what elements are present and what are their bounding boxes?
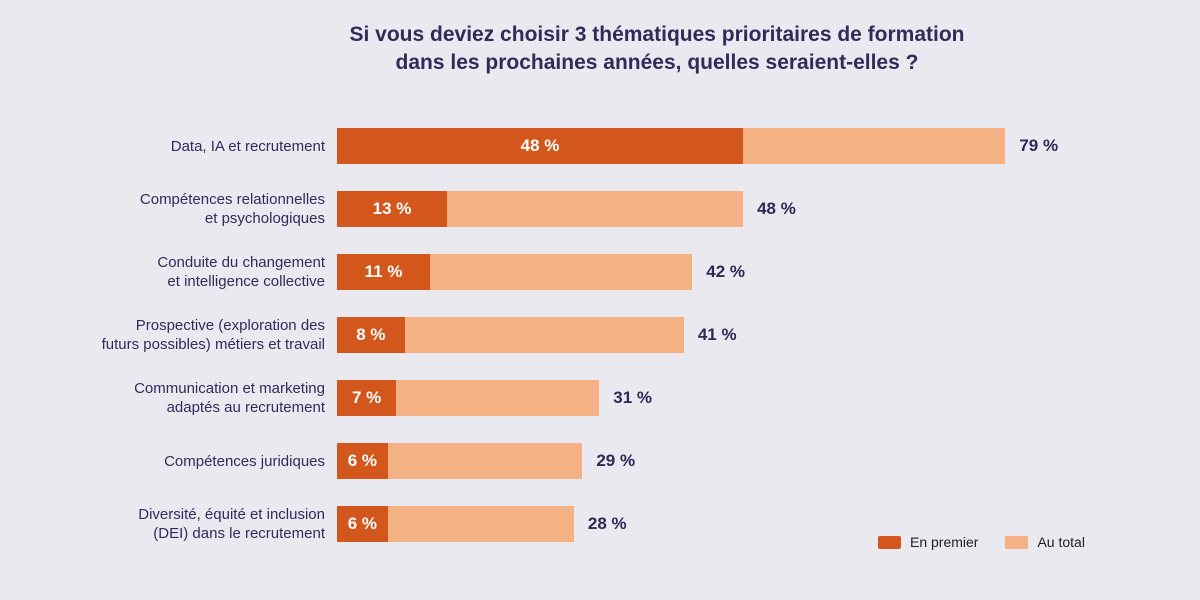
bar-track: 7 % 31 % — [337, 380, 652, 416]
first-segment: 48 % — [337, 128, 744, 164]
first-value-label: 6 % — [347, 451, 378, 470]
first-segment: 6 % — [337, 506, 388, 542]
bar-row: Diversité, équité et inclusion (DEI) dan… — [40, 506, 1058, 542]
category-label: Diversité, équité et inclusion (DEI) dan… — [138, 506, 325, 542]
bar-track: 11 % 42 % — [337, 254, 745, 290]
chart-title-line2: dans les prochaines années, quelles sera… — [395, 51, 919, 74]
bar-row: Prospective (exploration des futurs poss… — [40, 317, 1058, 353]
legend-item-au-total: Au total — [1005, 534, 1085, 550]
first-segment: 8 % — [337, 317, 405, 353]
first-value-label: 13 % — [372, 199, 412, 218]
total-segment — [430, 254, 693, 290]
bar-track: 48 % 79 % — [337, 128, 1058, 164]
total-value-label: 41 % — [697, 325, 737, 344]
first-segment: 11 % — [337, 254, 431, 290]
total-segment — [387, 443, 583, 479]
total-segment — [387, 506, 574, 542]
legend-label-au-total: Au total — [1037, 534, 1085, 550]
total-value-label: 42 % — [706, 262, 746, 281]
total-value-label: 31 % — [613, 388, 652, 407]
category-label: Data, IA et recrutement — [170, 137, 325, 155]
bar-track: 6 % 29 % — [337, 443, 635, 479]
legend-swatch-au-total — [1005, 535, 1029, 549]
total-segment — [446, 191, 744, 227]
total-value-label: 28 % — [587, 514, 627, 533]
bar-chart: Data, IA et recrutement 48 % 79 % Compétenc… — [40, 128, 1058, 569]
first-value-label: 6 % — [347, 514, 378, 533]
bar-row: Conduite du changement et intelligence c… — [40, 254, 1058, 290]
legend-item-en-premier: En premier — [878, 534, 978, 550]
first-value-label: 11 % — [364, 262, 403, 281]
bar-row: Communication et marketing adaptés au re… — [40, 380, 1058, 416]
first-value-label: 8 % — [356, 325, 386, 344]
chart-title-line1: Si vous deviez choisir 3 thématiques pri… — [349, 23, 965, 46]
bar-row: Compétences relationnelles et psychologi… — [40, 191, 1058, 227]
first-segment: 6 % — [337, 443, 388, 479]
legend-label-en-premier: En premier — [910, 534, 979, 550]
chart-title: Si vous deviez choisir 3 thématiques pri… — [114, 21, 1200, 77]
total-segment — [404, 317, 684, 353]
bar-track: 6 % 28 % — [337, 506, 627, 542]
first-segment: 13 % — [337, 191, 447, 227]
bar-track: 13 % 48 % — [337, 191, 796, 227]
total-segment — [396, 380, 600, 416]
first-value-label: 7 % — [351, 388, 382, 407]
category-label: Compétences juridiques — [164, 452, 325, 470]
total-segment — [743, 128, 1006, 164]
category-label: Conduite du changement et intelligence c… — [157, 254, 325, 290]
first-segment: 7 % — [337, 380, 397, 416]
first-value-label: 48 % — [520, 136, 560, 155]
bar-row: Data, IA et recrutement 48 % 79 % — [40, 128, 1058, 164]
legend-swatch-en-premier — [878, 535, 901, 549]
category-label: Compétences relationnelles et psychologi… — [139, 191, 325, 227]
bar-track: 8 % 41 % — [337, 317, 737, 353]
category-label: Prospective (exploration des futurs poss… — [101, 317, 325, 353]
total-value-label: 79 % — [1019, 136, 1059, 155]
total-value-label: 48 % — [757, 199, 796, 218]
category-label: Communication et marketing adaptés au re… — [134, 380, 325, 416]
legend: En premier Au total — [878, 534, 1085, 550]
bar-row: Compétences juridiques 6 % 29 % — [40, 443, 1058, 479]
total-value-label: 29 % — [596, 451, 636, 470]
